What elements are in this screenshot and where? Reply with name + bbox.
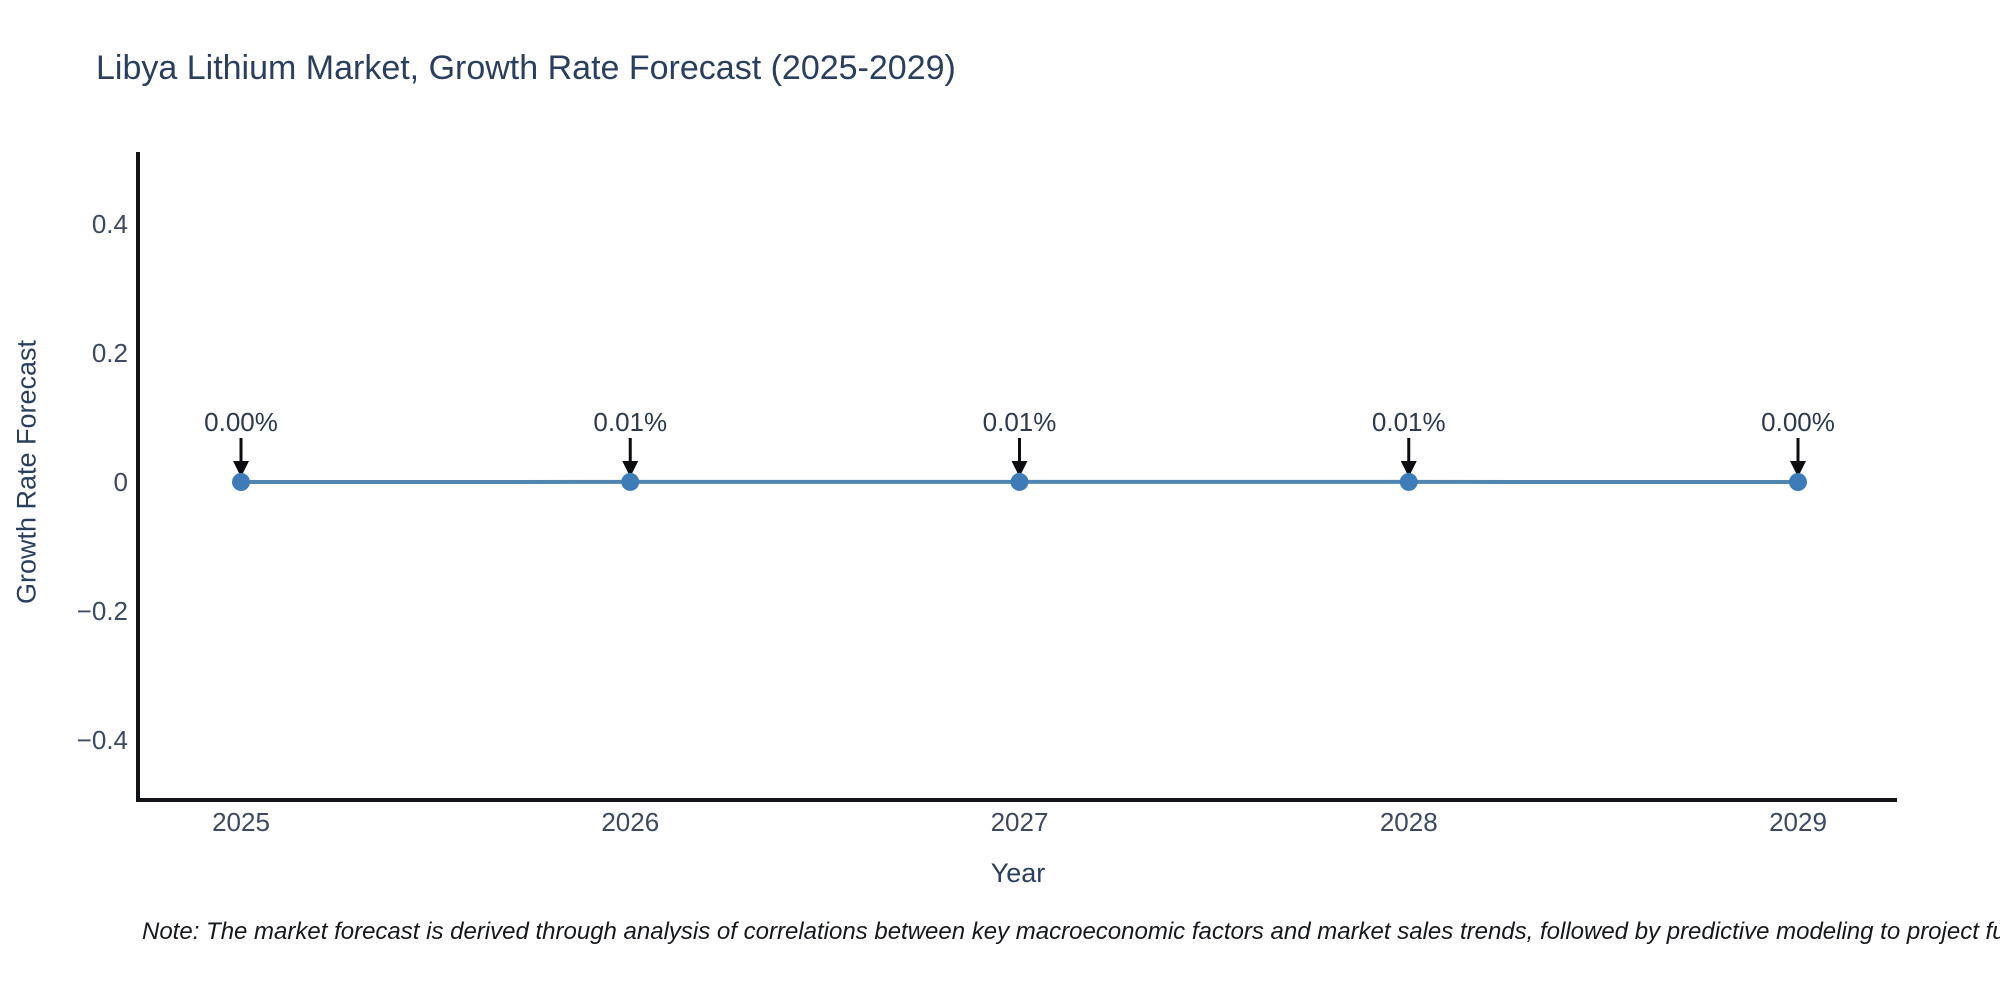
point-annotation-label: 0.01% xyxy=(982,407,1057,437)
annotation-arrow-head xyxy=(233,461,249,477)
data-point-marker xyxy=(232,473,250,491)
chart-title: Libya Lithium Market, Growth Rate Foreca… xyxy=(96,49,956,87)
x-tick-label: 2028 xyxy=(1379,807,1438,837)
point-annotation-label: 0.01% xyxy=(1371,407,1446,437)
footnote: Note: The market forecast is derived thr… xyxy=(142,918,2000,945)
x-tick-label: 2025 xyxy=(212,807,270,837)
annotation-arrow-head xyxy=(622,461,639,477)
data-point-marker xyxy=(1010,472,1029,491)
data-point-marker xyxy=(621,472,640,491)
x-tick-label: 2026 xyxy=(601,807,660,837)
point-annotation-label: 0.01% xyxy=(593,407,668,437)
x-tick-label: 2027 xyxy=(990,807,1049,837)
point-annotation-label: 0.00% xyxy=(204,407,278,437)
annotation-arrow-head xyxy=(1011,461,1028,477)
y-tick-label: 0.4 xyxy=(91,209,128,239)
y-tick-label: 0 xyxy=(113,467,128,497)
data-point-marker xyxy=(1789,473,1807,491)
y-tick-label: 0.2 xyxy=(91,338,128,368)
annotation-arrow-head xyxy=(1400,461,1417,477)
point-annotation-label: 0.00% xyxy=(1761,407,1835,437)
annotation-arrow-head xyxy=(1790,461,1806,477)
data-point-marker xyxy=(1399,472,1418,491)
x-axis-title: Year xyxy=(990,858,1046,888)
x-tick-label: 2029 xyxy=(1769,807,1827,837)
y-tick-label: −0.4 xyxy=(76,725,128,755)
y-tick-label: −0.2 xyxy=(76,596,128,626)
